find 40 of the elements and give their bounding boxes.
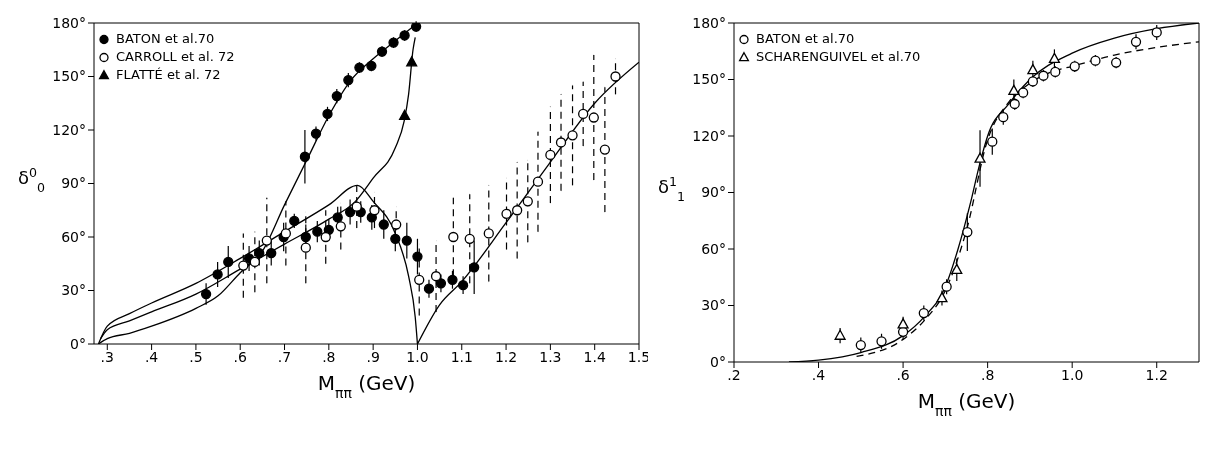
x-tick-label: 1.2 [1145, 366, 1168, 383]
x-tick-label: 1.5 [627, 348, 651, 365]
legend-label: SCHARENGUIVEL et al.70 [756, 48, 921, 66]
x-tick-label: .3 [100, 348, 114, 365]
y-tick-label: 0° [70, 335, 86, 352]
x-tick-label: .4 [144, 348, 159, 365]
x-tick-label: .6 [233, 348, 247, 365]
legend-label: BATON et al.70 [756, 30, 855, 48]
x-tick-label: .7 [277, 348, 292, 365]
y-tick-label: 30° [701, 297, 726, 314]
x-tick-label: .6 [896, 366, 910, 383]
x-tick-label: .9 [366, 348, 380, 365]
x-tick-label: 1.2 [494, 348, 518, 365]
x-tick-label: .5 [189, 348, 203, 365]
x-tick-label: .2 [727, 366, 741, 383]
legend-label: BATON et al.70 [116, 30, 215, 48]
x-axis-title: M$_{ππ}$ (GeV) [917, 389, 1016, 419]
x-tick-label: 1.4 [583, 348, 606, 365]
y-tick-label: 60° [61, 228, 86, 245]
y-tick-label: 90° [61, 175, 86, 192]
x-tick-label: .4 [811, 366, 826, 383]
x-axis-title: M$_{ππ}$ (GeV) [317, 371, 416, 401]
y-tick-label: 180° [52, 14, 86, 31]
x-tick-label: 1.3 [539, 348, 562, 365]
legend-label: CARROLL et al. 72 [116, 48, 235, 66]
y-tick-label: 90° [701, 184, 726, 201]
y-tick-label: 150° [692, 71, 726, 88]
legend-label: FLATTÉ et al. 72 [116, 66, 221, 84]
y-tick-label: 120° [52, 121, 86, 138]
y-tick-label: 60° [701, 240, 726, 257]
y-tick-label: 120° [692, 127, 726, 144]
x-tick-label: 1.0 [1061, 366, 1084, 383]
y-tick-label: 150° [52, 68, 86, 85]
x-tick-label: 1.1 [450, 348, 473, 365]
y-tick-label: 30° [61, 282, 86, 299]
x-tick-label: 1.0 [406, 348, 429, 365]
y-tick-label: 0° [710, 353, 726, 370]
y-tick-label: 180° [692, 14, 726, 31]
x-tick-label: .8 [322, 348, 336, 365]
x-tick-label: .8 [980, 366, 995, 383]
